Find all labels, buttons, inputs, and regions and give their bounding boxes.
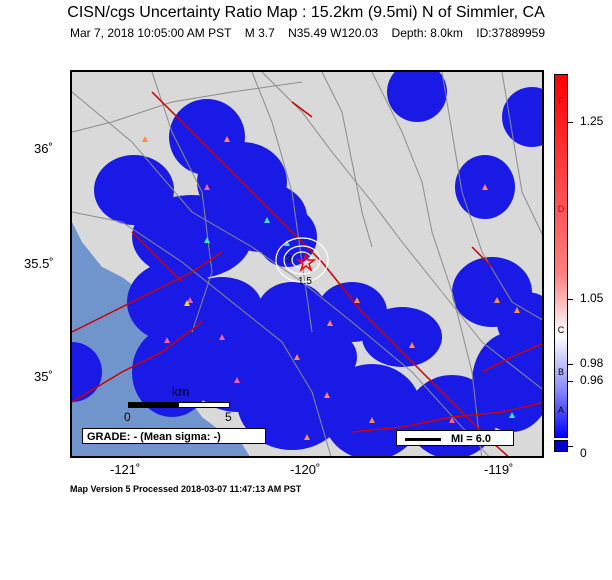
uncertainty-colorbar <box>554 74 568 438</box>
colorbar-tick-1-05: 1.05 <box>580 291 604 305</box>
scale-tick-0: 0 <box>124 410 131 424</box>
colorbar-letter-a: A <box>557 405 564 415</box>
colorbar-letter-d: D <box>557 204 565 214</box>
map-title: CISN/cgs Uncertainty Ratio Map : 15.2km … <box>67 4 545 21</box>
mi-line-icon <box>405 438 441 441</box>
colorbar-letter-f: F <box>558 96 564 106</box>
colorbar-letter-c: C <box>557 325 565 335</box>
scale-bar <box>128 402 230 408</box>
mi-legend-box: MI = 6.0 <box>396 430 514 446</box>
event-location: N35.49 W120.03 <box>288 26 379 40</box>
colorbar-tick-0: 0 <box>580 446 587 460</box>
ocean <box>72 222 250 456</box>
colorbar-tick-1-25: 1.25 <box>580 114 604 128</box>
map-area[interactable]: 3 1.5 <box>70 70 544 458</box>
contour-label-3: 3 <box>286 254 292 265</box>
lat-label-35-5: 35.5˚ <box>24 256 54 271</box>
epicenter-star-icon <box>295 251 317 273</box>
event-datetime: Mar 7, 2018 10:05:00 AM PST <box>70 26 232 40</box>
colorbar-zero-swatch <box>554 440 568 452</box>
lat-label-36: 36˚ <box>34 141 53 156</box>
event-id: ID:37889959 <box>476 26 545 40</box>
map-version-footer: Map Version 5 Processed 2018-03-07 11:47… <box>70 484 302 494</box>
scale-unit: km <box>172 384 190 399</box>
colorbar-letter-b: B <box>557 367 564 377</box>
lon-label-120: -120˚ <box>290 462 321 477</box>
mi-text: MI = 6.0 <box>451 433 492 445</box>
lon-label-119: -119˚ <box>484 462 514 477</box>
map-canvas: 3 1.5 <box>72 72 542 456</box>
contour-label-1-5: 1.5 <box>298 276 312 287</box>
coverage-regions <box>72 72 542 456</box>
colorbar-tick-0-98: 0.98 <box>580 356 604 370</box>
roads <box>72 72 542 456</box>
event-depth: Depth: 8.0km <box>391 26 463 40</box>
lat-label-35: 35˚ <box>34 369 53 384</box>
event-magnitude: M 3.7 <box>244 26 275 40</box>
grade-box: GRADE: - (Mean sigma: -) <box>82 428 266 444</box>
fault-lines <box>72 91 542 456</box>
lon-label-121: -121˚ <box>110 462 141 477</box>
event-info: Mar 7, 2018 10:05:00 AM PST M 3.7 N35.49… <box>70 26 555 40</box>
colorbar-tick-0-96: 0.96 <box>580 373 604 387</box>
stations <box>142 136 520 440</box>
scale-tick-5: 5 <box>225 410 232 424</box>
